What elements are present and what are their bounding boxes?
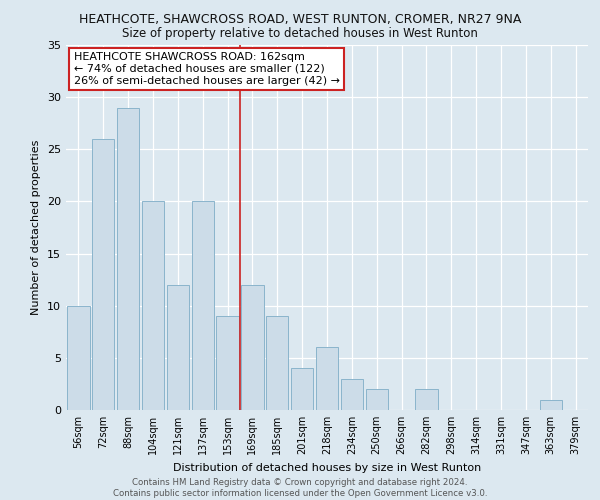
Bar: [117, 108, 139, 410]
Bar: [142, 202, 164, 410]
Bar: [316, 348, 338, 410]
Bar: [365, 389, 388, 410]
Text: Contains HM Land Registry data © Crown copyright and database right 2024.
Contai: Contains HM Land Registry data © Crown c…: [113, 478, 487, 498]
Bar: [341, 378, 363, 410]
Bar: [67, 306, 89, 410]
Bar: [92, 139, 115, 410]
Text: HEATHCOTE, SHAWCROSS ROAD, WEST RUNTON, CROMER, NR27 9NA: HEATHCOTE, SHAWCROSS ROAD, WEST RUNTON, …: [79, 12, 521, 26]
Y-axis label: Number of detached properties: Number of detached properties: [31, 140, 41, 315]
Bar: [191, 202, 214, 410]
Bar: [266, 316, 289, 410]
Text: Size of property relative to detached houses in West Runton: Size of property relative to detached ho…: [122, 28, 478, 40]
Bar: [539, 400, 562, 410]
Text: HEATHCOTE SHAWCROSS ROAD: 162sqm
← 74% of detached houses are smaller (122)
26% : HEATHCOTE SHAWCROSS ROAD: 162sqm ← 74% o…: [74, 52, 340, 86]
Bar: [291, 368, 313, 410]
Bar: [217, 316, 239, 410]
X-axis label: Distribution of detached houses by size in West Runton: Distribution of detached houses by size …: [173, 462, 481, 472]
Bar: [415, 389, 437, 410]
Bar: [167, 285, 189, 410]
Bar: [241, 285, 263, 410]
